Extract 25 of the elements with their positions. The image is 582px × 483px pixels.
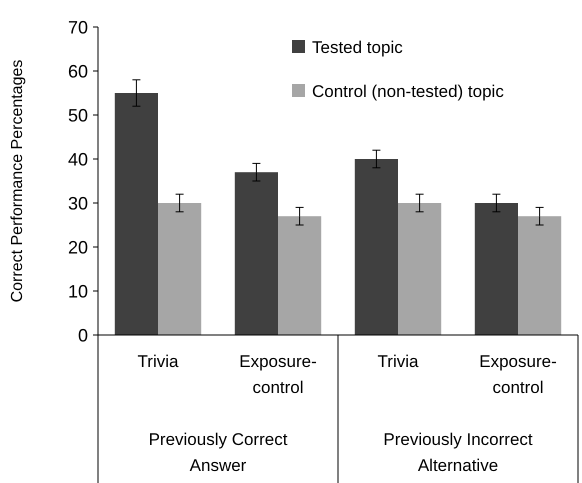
x-tick-label: Exposure-control xyxy=(479,352,557,397)
text: Previously Correct Answer xyxy=(148,430,288,475)
bar xyxy=(234,172,278,335)
bar xyxy=(474,203,518,335)
legend-label: Tested topic xyxy=(312,38,404,57)
y-tick-label: 70 xyxy=(68,17,88,38)
y-tick-label: 10 xyxy=(68,281,88,302)
y-tick-label: 0 xyxy=(78,325,88,346)
y-tick-label: 50 xyxy=(68,105,88,126)
x-tick-label: Trivia xyxy=(138,352,179,371)
x-tick-label: Exposure-control xyxy=(239,352,317,397)
x-tick-label: Trivia xyxy=(378,352,419,371)
y-tick-label: 40 xyxy=(68,149,88,170)
y-axis-title: Correct Performance Percentages xyxy=(9,60,26,302)
bar xyxy=(354,159,398,335)
legend-label: Control (non-tested) topic xyxy=(312,82,504,101)
bar xyxy=(114,93,158,335)
bar xyxy=(518,216,562,335)
y-tick-label: 20 xyxy=(68,237,88,258)
bar xyxy=(158,203,202,335)
bar xyxy=(278,216,322,335)
y-tick-label: 60 xyxy=(68,61,88,82)
y-tick-label: 30 xyxy=(68,193,88,214)
bar xyxy=(398,203,442,335)
text: Previously Incorrect Alternative xyxy=(383,430,533,475)
